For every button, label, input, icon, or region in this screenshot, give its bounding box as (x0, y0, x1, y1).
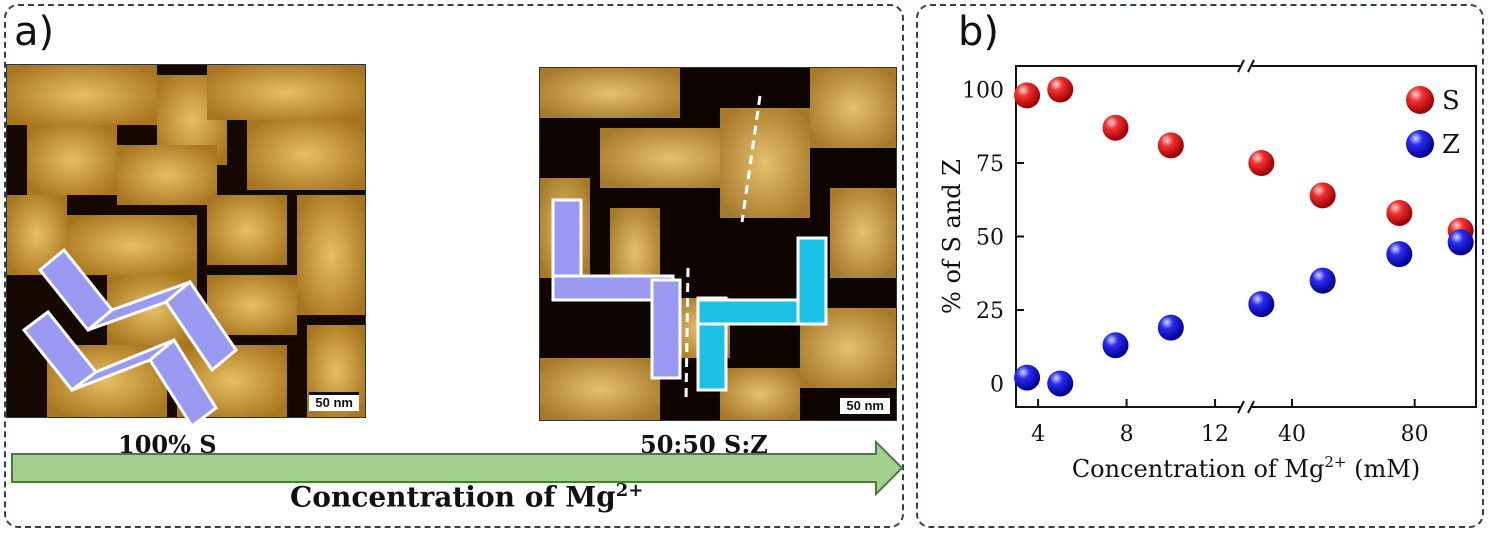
x-tick-label: 40 (1278, 422, 1306, 447)
panel-b-label: b) (958, 9, 999, 55)
y-tick-label: 0 (990, 372, 1004, 397)
origami-overlay (21, 95, 828, 429)
s-shape-right-arm2 (650, 278, 682, 380)
dashed-divider (684, 267, 690, 403)
axis-break-gap-top (1240, 62, 1252, 70)
legend-marker-s (1406, 86, 1434, 114)
data-point-z (1157, 314, 1184, 341)
s-shape-left2-arm2 (148, 337, 218, 429)
panel-a-label: a) (14, 9, 55, 55)
x-tick-label: 8 (1120, 422, 1134, 447)
y-tick-label: 100 (962, 79, 1004, 104)
plot-frame (1015, 65, 1477, 408)
x-tick-label: 4 (1031, 422, 1045, 447)
z-shape-arm2 (796, 236, 828, 326)
concentration-label-text: Concentration of Mg (290, 480, 616, 514)
data-point-z (1014, 364, 1041, 391)
axis-break-mark-top-1 (1237, 59, 1245, 73)
panel-a (4, 4, 904, 528)
data-point-s (1248, 150, 1275, 177)
concentration-label: Concentration of Mg2+ (290, 480, 643, 513)
panel-b (916, 4, 1484, 528)
x-axis-label: Concentration of Mg2+ (mM) (1072, 453, 1420, 483)
data-point-z (1309, 267, 1336, 294)
data-point-z (1248, 291, 1275, 318)
data-point-s (1157, 132, 1184, 159)
scalebar-right: 50 nm (840, 395, 890, 414)
x-axis-label-sup: 2+ (1324, 453, 1346, 471)
axis-break-mark-top-2 (1247, 59, 1255, 73)
axis-break-gap-bottom (1240, 403, 1252, 411)
legend-label-s: S (1442, 86, 1460, 116)
y-tick-label: 50 (976, 226, 1004, 251)
scalebar-left: 50 nm (309, 392, 359, 411)
data-point-s (1386, 199, 1413, 226)
axis-break-mark-bottom-1 (1237, 400, 1245, 414)
data-point-z (1102, 332, 1129, 359)
chart-plot-area: 0 25 50 75 100 4 8 12 40 80 Concentration of Mg2+ … (938, 59, 1477, 483)
data-point-z (1386, 241, 1413, 268)
x-axis-label-text: Concentration of Mg (1072, 455, 1325, 483)
s-shape-left-arm2 (163, 279, 239, 373)
x-tick-label: 12 (1201, 422, 1229, 447)
data-point-s (1309, 182, 1336, 209)
data-point-z (1447, 229, 1474, 256)
data-point-s (1047, 76, 1074, 103)
concentration-label-sup: 2+ (615, 480, 644, 501)
axis-break-mark-bottom-2 (1247, 400, 1255, 414)
legend-label-z: Z (1442, 130, 1460, 160)
legend-marker-z (1406, 130, 1434, 158)
scatter-chart: 0 25 50 75 100 4 8 12 40 80 Concentration of Mg2+ … (938, 59, 1477, 483)
y-axis-label: % of S and Z (938, 159, 966, 314)
data-point-s (1014, 82, 1041, 109)
concentration-arrow (11, 440, 904, 496)
x-tick-label: 80 (1401, 422, 1429, 447)
x-axis-label-suffix: (mM) (1347, 455, 1421, 483)
dashed-divider-upper (740, 95, 762, 223)
data-point-z (1047, 370, 1074, 397)
data-point-s (1102, 114, 1129, 141)
y-tick-label: 25 (976, 299, 1004, 324)
y-tick-label: 75 (976, 152, 1004, 177)
